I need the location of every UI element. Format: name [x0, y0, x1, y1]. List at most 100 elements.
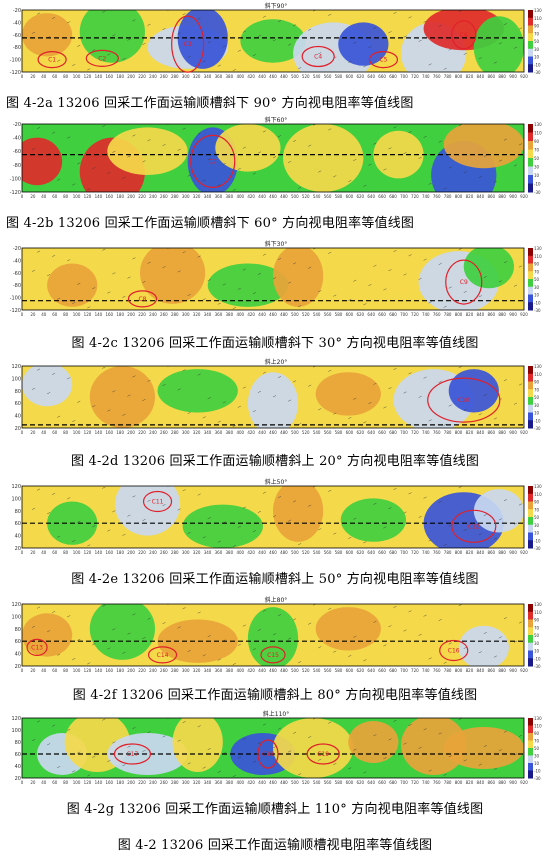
colorbar-label: 10	[534, 411, 540, 416]
field-vector	[423, 728, 427, 731]
x-tick-label: 840	[477, 668, 485, 673]
field-vector	[232, 188, 236, 191]
field-vector	[498, 159, 502, 162]
contour-blob	[79, 10, 145, 63]
x-tick-label: 780	[444, 550, 452, 555]
plot-frame	[21, 603, 525, 667]
field-vector	[87, 662, 91, 665]
x-tick-label: 380	[226, 550, 234, 555]
contour-blob	[215, 124, 281, 172]
field-vector	[47, 392, 51, 395]
x-tick-label: 800	[455, 312, 463, 317]
x-tick-label: 880	[498, 312, 506, 317]
colorbar-segment	[528, 175, 533, 184]
field-vector	[373, 502, 377, 505]
x-tick-label: 0	[21, 550, 24, 555]
field-vector	[448, 642, 452, 645]
colorbar-label: 130	[534, 602, 542, 607]
colorbar-segment	[528, 124, 533, 133]
x-tick-label: 780	[444, 780, 452, 785]
field-vector	[313, 604, 317, 606]
x-tick-label: 100	[73, 550, 81, 555]
field-vector	[478, 295, 482, 298]
colorbar-segment	[528, 619, 533, 628]
contour-blob	[383, 607, 464, 666]
y-tick-label: 100	[11, 376, 21, 382]
x-tick-label: 680	[389, 194, 397, 199]
field-vector	[503, 499, 508, 502]
x-tick-label: 700	[400, 780, 408, 785]
plot-title-g: 斜上110°	[263, 710, 289, 718]
field-vector	[77, 44, 81, 47]
field-vector	[257, 272, 262, 275]
field-vector	[182, 127, 186, 130]
field-vector	[232, 663, 236, 665]
x-tick-label: 60	[52, 550, 58, 555]
field-vector	[418, 746, 422, 749]
x-tick-label: 720	[411, 74, 419, 79]
y-tick-label: 20	[15, 426, 21, 432]
field-vector	[363, 771, 367, 774]
x-tick-label: 680	[389, 430, 397, 435]
field-vector	[132, 613, 136, 616]
field-vector	[418, 39, 422, 42]
field-vector	[308, 384, 312, 387]
field-vector	[403, 273, 407, 276]
colorbar-segment	[528, 770, 533, 779]
x-tick-label: 180	[116, 74, 124, 79]
field-vector	[72, 420, 76, 422]
field-vector	[127, 155, 131, 158]
field-vector	[353, 517, 357, 520]
field-vector	[287, 637, 292, 640]
anomaly-label: C1	[48, 57, 56, 64]
field-vector	[127, 514, 131, 517]
x-tick-label: 20	[30, 668, 36, 673]
field-vector	[177, 508, 181, 511]
field-vector	[277, 614, 282, 616]
field-vector	[418, 277, 422, 280]
field-vector	[448, 48, 452, 51]
field-vector	[463, 290, 467, 293]
field-vector	[107, 529, 111, 532]
x-tick-label: 920	[520, 312, 528, 317]
contour-blob	[365, 251, 432, 295]
field-vector	[202, 179, 206, 182]
x-tick-label: 780	[444, 74, 452, 79]
field-vector	[483, 394, 487, 396]
field-vector	[87, 68, 91, 71]
field-vector	[202, 536, 206, 539]
x-tick-label: 820	[466, 430, 474, 435]
field-vector	[428, 63, 432, 66]
x-tick-label: 620	[356, 430, 364, 435]
field-vector	[102, 718, 106, 721]
x-tick-label: 300	[182, 780, 190, 785]
field-vector	[162, 384, 166, 387]
x-tick-label: 400	[236, 780, 244, 785]
field-vector	[408, 372, 412, 375]
colorbar-label: 110	[534, 492, 542, 497]
x-tick-label: 40	[41, 550, 47, 555]
x-tick-label: 700	[400, 668, 408, 673]
colorbar-segment	[528, 718, 533, 726]
x-tick-label: 880	[498, 74, 506, 79]
field-vector	[383, 644, 387, 647]
x-tick-label: 640	[367, 668, 375, 673]
field-vector	[242, 30, 246, 33]
field-vector	[483, 745, 487, 747]
field-vector	[277, 20, 282, 22]
field-vector	[112, 628, 116, 631]
x-tick-label: 140	[95, 74, 103, 79]
anomaly-circle	[439, 639, 469, 662]
y-tick-label: 20	[15, 546, 21, 552]
x-tick-label: 720	[411, 668, 419, 673]
colorbar-label: 10	[534, 55, 540, 60]
field-vector	[318, 528, 322, 531]
field-vector	[132, 257, 136, 260]
field-vector	[298, 305, 302, 308]
field-vector	[287, 43, 292, 46]
x-tick-label: 440	[258, 550, 266, 555]
x-tick-label: 140	[95, 312, 103, 317]
field-vector	[252, 54, 257, 57]
field-vector	[52, 611, 56, 613]
x-tick-label: 320	[193, 312, 201, 317]
